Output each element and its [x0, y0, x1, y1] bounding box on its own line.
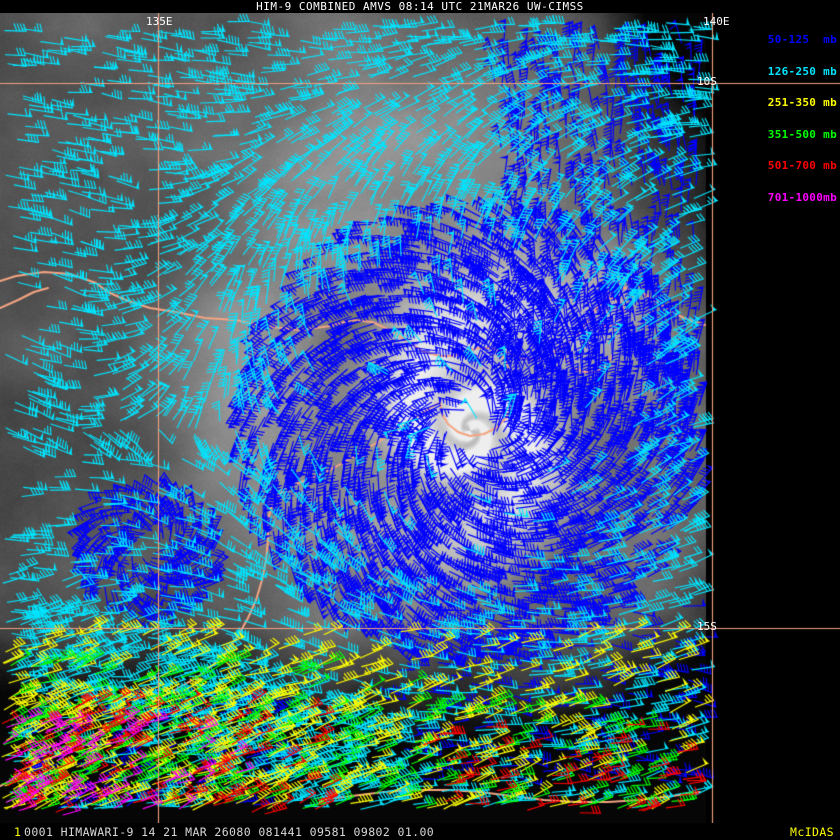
- pressure-level-legend: 50-125 mb 126-250 mb 251-350 mb 351-500 …: [768, 14, 837, 224]
- legend-item-701-1000: 701-1000mb: [767, 190, 837, 204]
- latitude-label-15s: 15S: [697, 620, 717, 633]
- latitude-label-10s: 10S: [697, 75, 717, 88]
- legend-item-50-125: 50-125 mb: [767, 33, 837, 46]
- legend-item-351-500: 351-500 mb: [767, 127, 837, 141]
- mcidas-brand: McIDAS: [790, 825, 834, 839]
- longitude-label-135e: 135E: [146, 15, 173, 28]
- longitude-label-140e: 140E: [703, 15, 730, 28]
- satellite-imagery[interactable]: [0, 13, 840, 823]
- frame-metadata: 0001 HIMAWARI-9 14 21 MAR 26080 081441 0…: [24, 825, 435, 839]
- legend-item-126-250: 126-250 mb: [767, 64, 837, 78]
- frame-index: 1: [14, 825, 21, 839]
- status-bar: 1 0001 HIMAWARI-9 14 21 MAR 26080 081441…: [0, 823, 840, 840]
- legend-item-501-700: 501-700 mb: [767, 159, 837, 172]
- window-title: HIM-9 COMBINED AMVS 08:14 UTC 21MAR26 UW…: [0, 0, 840, 13]
- satellite-image-canvas[interactable]: [0, 13, 840, 823]
- legend-item-251-350: 251-350 mb: [767, 96, 837, 109]
